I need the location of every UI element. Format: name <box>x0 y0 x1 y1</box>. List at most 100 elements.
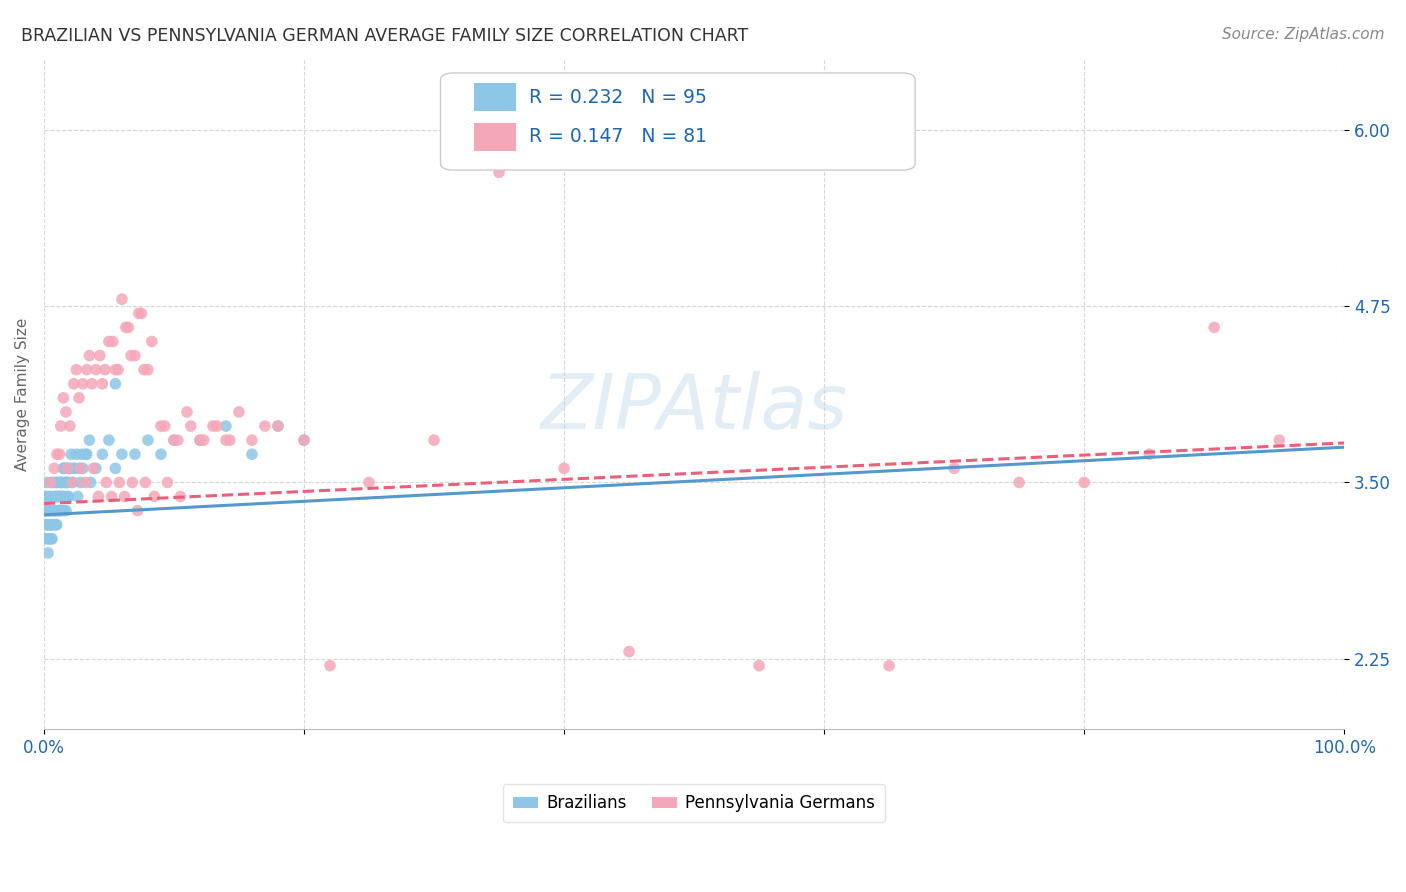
Legend: Brazilians, Pennsylvania Germans: Brazilians, Pennsylvania Germans <box>503 784 884 822</box>
Point <box>82 461 104 475</box>
Point <box>42 503 65 517</box>
Point <box>292 433 315 447</box>
Point <box>51 503 73 517</box>
Point <box>124 349 146 363</box>
Point <box>48 490 70 504</box>
Point <box>38 517 60 532</box>
FancyBboxPatch shape <box>440 73 915 170</box>
Point <box>121 475 143 490</box>
Point <box>41 517 63 532</box>
Point <box>943 461 966 475</box>
Point <box>67 461 90 475</box>
Point <box>53 503 76 517</box>
Point <box>617 644 640 658</box>
Point <box>97 334 120 349</box>
FancyBboxPatch shape <box>474 123 516 151</box>
Point <box>49 419 72 434</box>
Text: Source: ZipAtlas.com: Source: ZipAtlas.com <box>1222 27 1385 42</box>
Point <box>39 517 62 532</box>
Point <box>56 461 79 475</box>
Point <box>42 517 65 532</box>
Point <box>46 475 69 490</box>
Point <box>52 391 75 405</box>
Point <box>104 362 127 376</box>
Point <box>253 419 276 434</box>
Point <box>80 475 103 490</box>
Point <box>87 490 110 504</box>
Point <box>153 419 176 434</box>
Point <box>180 419 202 434</box>
Point <box>49 503 72 517</box>
Point <box>39 490 62 504</box>
Point <box>55 475 77 490</box>
Point <box>35 517 58 532</box>
Point <box>76 362 98 376</box>
Point <box>45 490 67 504</box>
Point <box>49 475 72 490</box>
Y-axis label: Average Family Size: Average Family Size <box>15 318 30 471</box>
Point <box>62 475 84 490</box>
Point <box>193 433 215 447</box>
Point <box>39 503 62 517</box>
Point <box>37 475 59 490</box>
Point <box>215 419 238 434</box>
Point <box>56 490 79 504</box>
Point <box>45 447 67 461</box>
Point <box>41 475 63 490</box>
Text: ZIPAtlas: ZIPAtlas <box>540 371 848 445</box>
Point <box>488 165 510 179</box>
Point <box>267 419 290 434</box>
Point <box>62 475 84 490</box>
Point <box>53 490 76 504</box>
Point <box>52 461 75 475</box>
Point <box>46 490 69 504</box>
Point <box>201 419 224 434</box>
Point <box>44 503 66 517</box>
Point <box>59 461 82 475</box>
Point <box>65 447 87 461</box>
Text: BRAZILIAN VS PENNSYLVANIA GERMAN AVERAGE FAMILY SIZE CORRELATION CHART: BRAZILIAN VS PENNSYLVANIA GERMAN AVERAGE… <box>21 27 748 45</box>
Point <box>72 376 94 391</box>
Point <box>45 475 67 490</box>
Point <box>75 447 97 461</box>
Point <box>69 461 91 475</box>
Point <box>48 503 70 517</box>
Point <box>120 349 142 363</box>
Point <box>56 475 79 490</box>
Point <box>51 490 73 504</box>
Point <box>41 532 63 546</box>
Point <box>37 490 59 504</box>
Point <box>44 475 66 490</box>
Point <box>41 532 63 546</box>
Point <box>62 376 84 391</box>
Point <box>96 475 118 490</box>
Point <box>111 292 134 306</box>
Point <box>1204 320 1226 334</box>
Point <box>51 475 73 490</box>
Point <box>127 503 149 517</box>
Point <box>46 503 69 517</box>
Point <box>813 151 835 165</box>
Point <box>37 546 59 560</box>
Point <box>240 447 263 461</box>
Point <box>84 461 107 475</box>
Point <box>65 362 87 376</box>
Point <box>42 517 65 532</box>
Point <box>55 405 77 419</box>
Point <box>39 503 62 517</box>
Point <box>128 306 150 320</box>
Point <box>48 447 70 461</box>
Text: R = 0.147   N = 81: R = 0.147 N = 81 <box>529 128 707 146</box>
Point <box>136 362 159 376</box>
Point <box>134 475 156 490</box>
Point <box>84 362 107 376</box>
Point <box>66 490 89 504</box>
Point <box>1073 475 1095 490</box>
Point <box>35 503 58 517</box>
Point <box>104 376 127 391</box>
Point <box>240 433 263 447</box>
Point <box>80 376 103 391</box>
Point <box>97 433 120 447</box>
Point <box>35 490 58 504</box>
Point <box>104 461 127 475</box>
